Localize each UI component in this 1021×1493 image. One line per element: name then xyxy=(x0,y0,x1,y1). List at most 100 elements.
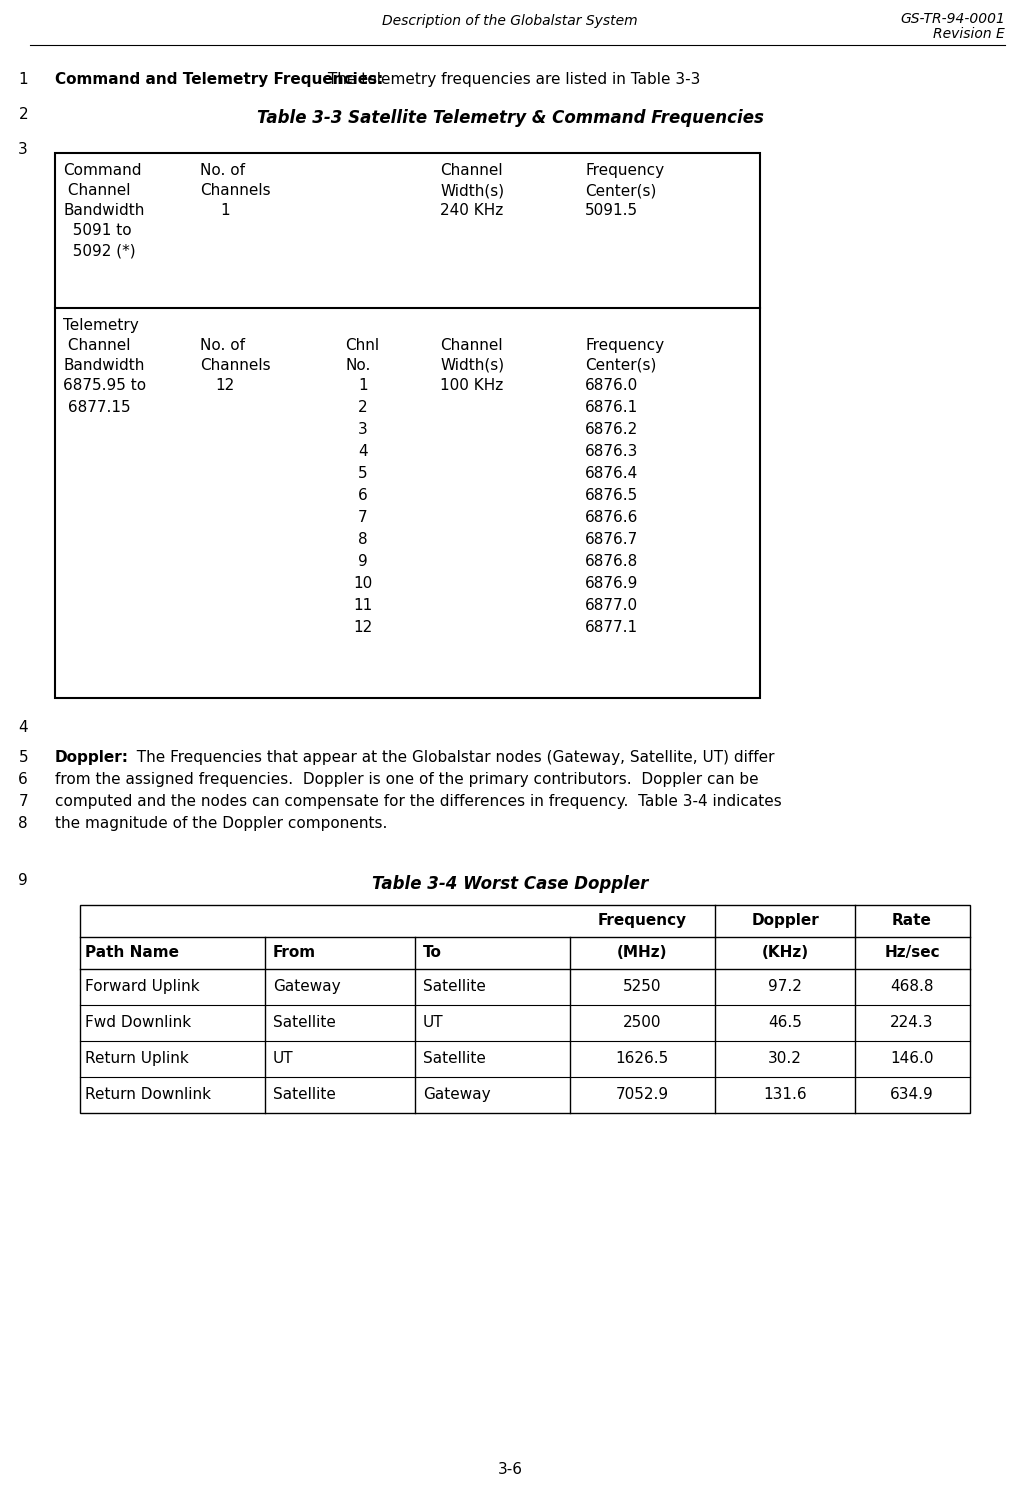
Text: Revision E: Revision E xyxy=(933,27,1005,40)
Text: The telemetry frequencies are listed in Table 3-3: The telemetry frequencies are listed in … xyxy=(323,72,700,87)
Text: 3: 3 xyxy=(18,142,28,157)
Text: No.: No. xyxy=(345,358,371,373)
Text: 5091.5: 5091.5 xyxy=(585,203,638,218)
Text: 8: 8 xyxy=(358,532,368,546)
Text: 1: 1 xyxy=(221,203,230,218)
Text: (KHz): (KHz) xyxy=(762,945,809,960)
Text: The Frequencies that appear at the Globalstar nodes (Gateway, Satellite, UT) dif: The Frequencies that appear at the Globa… xyxy=(127,749,775,764)
Text: Channels: Channels xyxy=(200,358,271,373)
Text: Width(s): Width(s) xyxy=(440,184,504,199)
Text: 30.2: 30.2 xyxy=(768,1051,801,1066)
Text: Gateway: Gateway xyxy=(273,979,341,994)
Text: 12: 12 xyxy=(353,620,373,635)
Text: Command: Command xyxy=(63,163,142,178)
Text: Satellite: Satellite xyxy=(273,1087,336,1102)
Text: 7052.9: 7052.9 xyxy=(616,1087,669,1102)
Text: 8: 8 xyxy=(18,817,28,832)
Text: 12: 12 xyxy=(215,378,234,393)
Text: 6877.15: 6877.15 xyxy=(63,400,131,415)
Text: 11: 11 xyxy=(353,599,373,614)
Text: Doppler: Doppler xyxy=(751,914,819,929)
Text: No. of: No. of xyxy=(200,163,245,178)
Text: Channel: Channel xyxy=(63,184,131,199)
Text: 6876.3: 6876.3 xyxy=(585,443,638,458)
Text: Gateway: Gateway xyxy=(423,1087,491,1102)
Text: 224.3: 224.3 xyxy=(890,1015,934,1030)
Text: Command and Telemetry Frequencies:: Command and Telemetry Frequencies: xyxy=(55,72,383,87)
Text: Channels: Channels xyxy=(200,184,271,199)
Text: 5250: 5250 xyxy=(623,979,662,994)
Text: 97.2: 97.2 xyxy=(768,979,801,994)
Text: UT: UT xyxy=(423,1015,444,1030)
Text: 2: 2 xyxy=(358,400,368,415)
Text: 6: 6 xyxy=(18,772,28,787)
Text: Frequency: Frequency xyxy=(597,914,686,929)
Text: 5: 5 xyxy=(358,466,368,481)
Text: Frequency: Frequency xyxy=(585,163,664,178)
Text: 3-6: 3-6 xyxy=(497,1462,523,1477)
Text: Hz/sec: Hz/sec xyxy=(884,945,939,960)
Bar xyxy=(80,905,970,1112)
Text: 468.8: 468.8 xyxy=(890,979,934,994)
Text: Return Uplink: Return Uplink xyxy=(85,1051,189,1066)
Text: 6: 6 xyxy=(358,488,368,503)
Text: Table 3-3 Satellite Telemetry & Command Frequencies: Table 3-3 Satellite Telemetry & Command … xyxy=(256,109,764,127)
Text: 6876.2: 6876.2 xyxy=(585,423,638,437)
Text: 100 KHz: 100 KHz xyxy=(440,378,503,393)
Text: Center(s): Center(s) xyxy=(585,184,657,199)
Text: UT: UT xyxy=(273,1051,294,1066)
Text: 9: 9 xyxy=(358,554,368,569)
Text: Satellite: Satellite xyxy=(423,979,486,994)
Text: Telemetry: Telemetry xyxy=(63,318,139,333)
Text: No. of: No. of xyxy=(200,337,245,352)
Text: 634.9: 634.9 xyxy=(890,1087,934,1102)
Text: 6877.1: 6877.1 xyxy=(585,620,638,635)
Text: Frequency: Frequency xyxy=(585,337,664,352)
Text: 6876.4: 6876.4 xyxy=(585,466,638,481)
Text: Fwd Downlink: Fwd Downlink xyxy=(85,1015,191,1030)
Text: 6876.1: 6876.1 xyxy=(585,400,638,415)
Text: from the assigned frequencies.  Doppler is one of the primary contributors.  Dop: from the assigned frequencies. Doppler i… xyxy=(55,772,759,787)
Text: From: From xyxy=(273,945,317,960)
Text: Bandwidth: Bandwidth xyxy=(63,203,144,218)
Text: 1626.5: 1626.5 xyxy=(616,1051,669,1066)
Text: Path Name: Path Name xyxy=(85,945,179,960)
Text: Channel: Channel xyxy=(63,337,131,352)
Text: 5092 (*): 5092 (*) xyxy=(63,243,136,258)
Text: Satellite: Satellite xyxy=(273,1015,336,1030)
Text: 131.6: 131.6 xyxy=(763,1087,807,1102)
Text: 6876.7: 6876.7 xyxy=(585,532,638,546)
Text: 1: 1 xyxy=(18,72,28,87)
Text: 5: 5 xyxy=(18,749,28,764)
Text: 6875.95 to: 6875.95 to xyxy=(63,378,146,393)
Text: Satellite: Satellite xyxy=(423,1051,486,1066)
Text: 4: 4 xyxy=(18,720,28,735)
Text: Return Downlink: Return Downlink xyxy=(85,1087,211,1102)
Text: 2500: 2500 xyxy=(623,1015,662,1030)
Text: the magnitude of the Doppler components.: the magnitude of the Doppler components. xyxy=(55,817,387,832)
Text: 6876.6: 6876.6 xyxy=(585,511,638,526)
Text: Bandwidth: Bandwidth xyxy=(63,358,144,373)
Text: Doppler:: Doppler: xyxy=(55,749,129,764)
Text: To: To xyxy=(423,945,442,960)
Text: (MHz): (MHz) xyxy=(617,945,668,960)
Text: Center(s): Center(s) xyxy=(585,358,657,373)
Text: Channel: Channel xyxy=(440,337,502,352)
Text: 10: 10 xyxy=(353,576,373,591)
Text: 1: 1 xyxy=(358,378,368,393)
Text: 6876.9: 6876.9 xyxy=(585,576,638,591)
Text: 5091 to: 5091 to xyxy=(63,222,132,237)
Bar xyxy=(55,152,760,699)
Text: 9: 9 xyxy=(18,873,28,888)
Text: 6877.0: 6877.0 xyxy=(585,599,638,614)
Text: Description of the Globalstar System: Description of the Globalstar System xyxy=(382,13,638,28)
Text: Channel: Channel xyxy=(440,163,502,178)
Text: 7: 7 xyxy=(18,794,28,809)
Text: 240 KHz: 240 KHz xyxy=(440,203,503,218)
Text: Width(s): Width(s) xyxy=(440,358,504,373)
Text: 146.0: 146.0 xyxy=(890,1051,934,1066)
Text: GS-TR-94-0001: GS-TR-94-0001 xyxy=(901,12,1005,25)
Text: 7: 7 xyxy=(358,511,368,526)
Text: computed and the nodes can compensate for the differences in frequency.  Table 3: computed and the nodes can compensate fo… xyxy=(55,794,782,809)
Text: 2: 2 xyxy=(18,107,28,122)
